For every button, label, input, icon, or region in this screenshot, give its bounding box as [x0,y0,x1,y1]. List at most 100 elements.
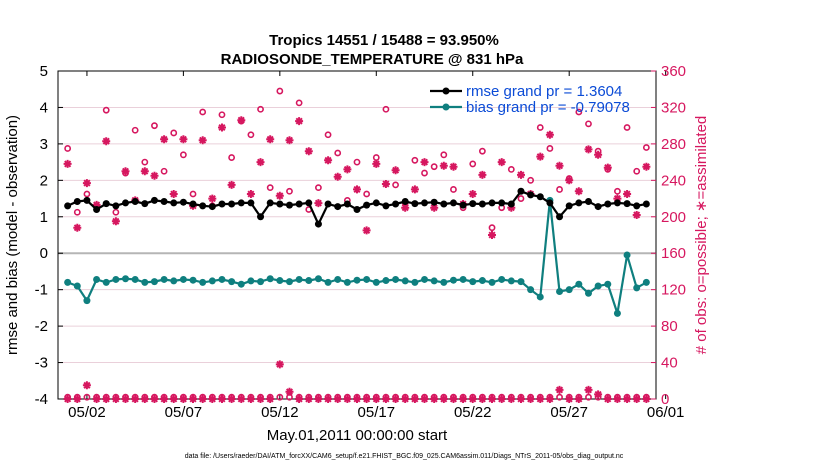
rmse-point [150,196,158,204]
bias-point [324,278,332,286]
rmse-point [199,202,207,210]
rmse-point [546,199,554,207]
assimilated-obs-point [275,191,284,200]
assimilated-obs-low-point [121,395,130,403]
possible-obs-point [83,190,91,198]
bias-point [102,278,110,286]
assimilated-obs-low-point [92,395,101,403]
assimilated-obs-low-point [295,395,304,403]
x-tick-label: 05/17 [358,404,396,421]
possible-obs-point [556,186,563,193]
assimilated-obs-point [468,190,477,198]
bias-point [565,286,573,294]
rmse-point [247,199,255,207]
possible-obs-point [112,208,120,216]
possible-obs-point [527,176,535,184]
possible-obs-point [363,190,371,198]
assimilated-obs-low-point [324,395,333,403]
rmse-point [122,199,130,207]
rmse-point [449,199,457,207]
assimilated-obs-low-point [478,395,487,403]
possible-obs-point [257,105,264,113]
data-marks [63,87,651,403]
assimilated-obs-point [353,185,361,194]
assimilated-obs-low-point [179,395,188,403]
possible-obs-point [179,151,187,159]
rmse-point [353,205,361,213]
legend-bias-marker [442,103,450,111]
rmse-point [218,200,226,208]
assimilated-obs-point [246,190,255,198]
assimilated-obs-point [343,165,352,174]
assimilated-obs-low-point [401,395,410,403]
legend: rmse grand pr = 1.3604 bias grand pr = -… [430,83,630,116]
bias-point [189,276,197,284]
possible-obs-point [430,163,438,171]
possible-obs-point [141,158,149,166]
x-tick-label: 05/27 [550,404,588,421]
y2-tick-label: 200 [661,209,686,226]
possible-obs-point [199,108,207,116]
rmse-point [594,203,602,211]
bias-point [536,293,544,301]
bias-point [257,278,265,286]
assimilated-obs-low-point [150,395,159,403]
rmse-point [257,213,265,221]
legend-bias-label: bias grand pr = -0.79078 [466,99,630,116]
assimilated-obs-low-point [353,395,361,403]
assimilated-obs-low-point [218,395,226,403]
y2-tick-label: 360 [661,63,686,80]
possible-obs-point [642,144,650,151]
bias-point [633,284,641,292]
bias-point [613,309,621,317]
y-tick-label: 5 [40,63,48,80]
possible-obs-point [440,151,448,159]
assimilated-obs-low-point [507,395,516,403]
assimilated-obs-point [314,199,323,208]
y-tick-label: -2 [35,318,48,335]
bias-point [228,278,236,286]
assimilated-obs-low-point [140,395,149,403]
y2-tick-label: 240 [661,172,686,189]
assimilated-obs-point [63,159,72,168]
bias-point [218,275,226,283]
rmse-point [131,197,139,205]
bias-point [527,286,535,294]
assimilated-obs-point [574,187,583,196]
bias-point [93,275,101,283]
assimilated-obs-point [507,203,516,212]
legend-rmse-label: rmse grand pr = 1.3604 [466,83,622,100]
assimilated-obs-point [111,217,120,226]
assimilated-obs-low-point [333,395,342,403]
bias-point [556,287,564,295]
assimilated-obs-low-point [343,395,352,403]
rmse-point [517,187,525,195]
assimilated-obs-low-point [642,395,651,403]
possible-obs-point [450,186,457,193]
assimilated-obs-point [333,172,342,181]
y-axis-label: rmse and bias (model - observation) [4,115,21,355]
rmse-point [392,200,400,208]
bias-point [73,282,81,290]
assimilated-obs-point [623,190,632,198]
assimilated-obs-point [584,145,593,154]
bias-point [64,278,72,286]
possible-obs-point [324,131,332,139]
rmse-point [285,201,293,209]
assimilated-obs-low-point [102,395,111,403]
possible-obs-point [392,181,399,189]
rmse-point [421,199,429,207]
y2-tick-label: 40 [661,355,678,372]
assimilated-obs-point [401,203,410,212]
rmse-point [401,197,409,205]
bias-point [353,276,361,284]
assimilated-obs-point [362,226,371,235]
assimilated-obs-point [439,161,448,170]
assimilated-obs-low-point [160,395,169,403]
assimilated-obs-low-point [565,395,574,403]
rmse-point [64,202,72,210]
x-tick-label: 05/12 [261,404,299,421]
bias-point [517,278,525,286]
bias-point [421,275,429,283]
possible-obs-point [266,184,274,192]
